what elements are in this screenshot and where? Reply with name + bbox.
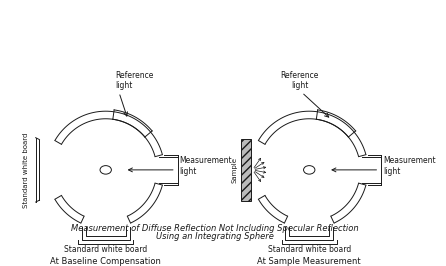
Text: Standard white board: Standard white board [64,245,147,254]
Text: Using an Integrating Sphere: Using an Integrating Sphere [156,232,273,241]
Text: Reference
light: Reference light [115,71,153,90]
Text: Measurement
light: Measurement light [383,156,436,176]
Text: At Baseline Compensation: At Baseline Compensation [50,257,161,266]
Text: Measurement
light: Measurement light [180,156,232,176]
Text: Sample: Sample [231,157,237,183]
Text: Standard white board: Standard white board [23,132,29,207]
Text: At Sample Measurement: At Sample Measurement [257,257,361,266]
Text: Reference
light: Reference light [281,71,319,90]
Text: Measurement of Diffuse Reflection Not Including Specular Reflection: Measurement of Diffuse Reflection Not In… [71,224,359,233]
Text: Standard white board: Standard white board [268,245,351,254]
Bar [241,139,251,201]
